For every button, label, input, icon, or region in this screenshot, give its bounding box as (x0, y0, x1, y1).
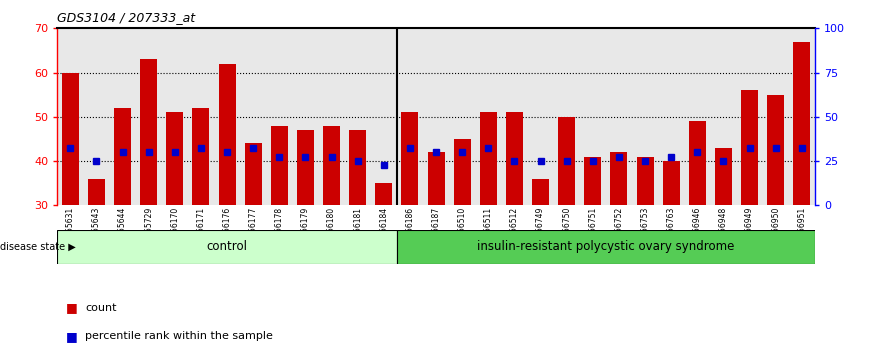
Bar (767, 95, 784, 205)
Text: insulin-resistant polycystic ovary syndrome: insulin-resistant polycystic ovary syndr… (478, 240, 735, 253)
Bar (270, 126, 288, 205)
Bar (245, 143, 262, 205)
Bar (297, 130, 314, 205)
Text: control: control (206, 240, 248, 253)
Bar (532, 179, 549, 205)
Bar (663, 161, 680, 205)
Bar (689, 121, 706, 205)
Bar (62, 73, 78, 205)
Bar (397, 230, 815, 264)
Bar (167, 113, 183, 205)
Bar (57, 230, 397, 264)
Bar (402, 113, 418, 205)
Bar (480, 113, 497, 205)
Bar (88, 179, 105, 205)
Bar (506, 113, 523, 205)
Text: ■: ■ (66, 302, 78, 314)
Bar (218, 64, 235, 205)
Bar (323, 126, 340, 205)
Bar (454, 139, 470, 205)
Bar (584, 156, 602, 205)
Bar (349, 130, 366, 205)
Bar (559, 117, 575, 205)
Bar (794, 42, 811, 205)
Bar (715, 148, 732, 205)
Bar (611, 152, 627, 205)
Text: ■: ■ (66, 330, 78, 343)
Bar (375, 183, 392, 205)
Bar (427, 152, 445, 205)
Text: GDS3104 / 207333_at: GDS3104 / 207333_at (57, 11, 196, 24)
Bar (741, 90, 758, 205)
Bar (140, 59, 157, 205)
Bar (115, 108, 131, 205)
Text: count: count (85, 303, 117, 313)
Bar (192, 108, 210, 205)
Text: percentile rank within the sample: percentile rank within the sample (85, 331, 273, 341)
Text: disease state ▶: disease state ▶ (0, 242, 76, 252)
Bar (637, 156, 654, 205)
